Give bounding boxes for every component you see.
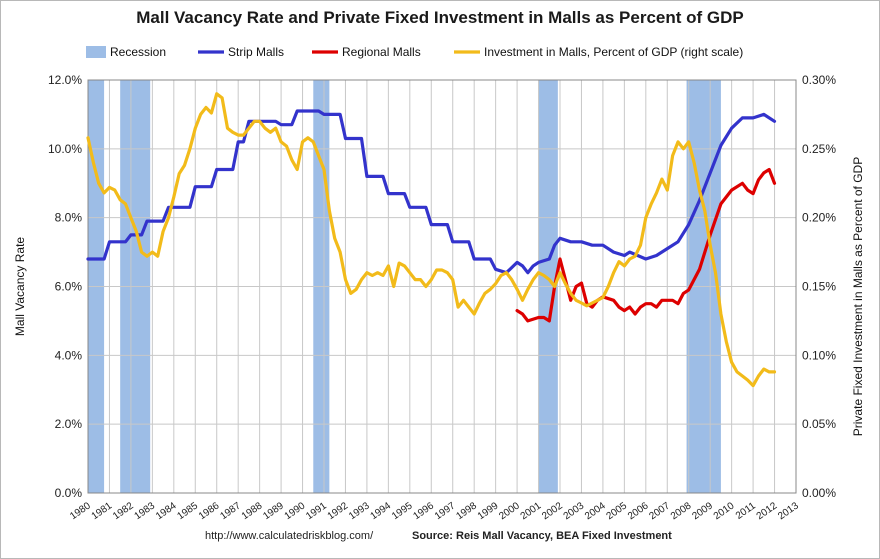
x-tick-label: 1993 <box>347 500 372 522</box>
footer-source: Source: Reis Mall Vacancy, BEA Fixed Inv… <box>412 530 672 542</box>
x-tick-label: 2011 <box>734 500 758 522</box>
y-left-tick-label: 8.0% <box>55 211 83 225</box>
y-left-tick-label: 12.0% <box>48 73 82 87</box>
y-right-axis-title: Private Fixed Investment in Malls as Per… <box>851 157 865 436</box>
y-left-tick-label: 10.0% <box>48 142 82 156</box>
legend-label: Strip Malls <box>228 45 284 59</box>
series-regional-malls <box>515 167 777 323</box>
x-tick-label: 1999 <box>476 500 501 522</box>
y-left-tick-label: 0.0% <box>55 486 83 500</box>
legend-swatch-recession <box>86 46 106 58</box>
plot-border <box>87 79 797 494</box>
y-right-tick-label: 0.00% <box>802 486 836 500</box>
y-right-tick-label: 0.25% <box>802 142 836 156</box>
series-strip-malls <box>86 109 777 275</box>
x-tick-label: 1985 <box>175 500 200 522</box>
gridlines <box>87 79 797 494</box>
x-tick-label: 1983 <box>133 500 158 522</box>
x-tick-label: 2006 <box>626 500 651 522</box>
x-tick-label: 1984 <box>154 500 179 522</box>
x-tick-label: 1981 <box>90 500 115 522</box>
x-tick-label: 2005 <box>605 500 630 522</box>
y-left-tick-label: 2.0% <box>55 417 83 431</box>
x-tick-label: 1994 <box>369 500 394 522</box>
footer-url[interactable]: http://www.calculatedriskblog.com/ <box>205 530 374 542</box>
x-tick-label: 1987 <box>218 500 243 522</box>
x-tick-label: 1996 <box>411 500 436 522</box>
x-tick-label: 1995 <box>390 500 415 522</box>
x-tick-label: 1992 <box>326 500 351 522</box>
x-tick-label: 2000 <box>497 500 522 522</box>
series-investment-in-malls-percent-of-gdp-right-scale <box>86 92 777 388</box>
y-right-tick-label: 0.30% <box>802 73 836 87</box>
y-left-tick-label: 6.0% <box>55 280 83 294</box>
x-tick-label: 2007 <box>647 500 672 522</box>
x-tick-label: 1986 <box>197 500 222 522</box>
x-tick-label: 2009 <box>690 500 715 522</box>
x-tick-label: 1980 <box>68 500 93 522</box>
legend-label: Investment in Malls, Percent of GDP (rig… <box>484 45 743 59</box>
y-right-tick-label: 0.05% <box>802 417 836 431</box>
x-tick-label: 1997 <box>433 500 458 522</box>
y-left-tick-label: 4.0% <box>55 348 83 362</box>
y-left-axis-title: Mall Vacancy Rate <box>13 237 27 336</box>
x-tick-label: 2012 <box>755 500 780 522</box>
x-tick-label: 1998 <box>454 500 479 522</box>
legend-label: Recession <box>110 45 166 59</box>
x-tick-label: 2003 <box>562 500 587 522</box>
chart-title: Mall Vacancy Rate and Private Fixed Inve… <box>136 8 744 27</box>
series-lines <box>86 92 777 388</box>
x-tick-label: 2004 <box>583 500 608 522</box>
legend: Recession Strip Malls Regional Malls Invest… <box>86 45 743 59</box>
x-tick-label: 1991 <box>304 500 329 522</box>
x-tick-label: 1982 <box>111 500 136 522</box>
y-right-tick-label: 0.20% <box>802 211 836 225</box>
y-right-tick-label: 0.15% <box>802 280 836 294</box>
legend-label: Regional Malls <box>342 45 421 59</box>
x-tick-label: 2008 <box>669 500 694 522</box>
y-right-tick-label: 0.10% <box>802 348 836 362</box>
x-tick-label: 2002 <box>540 500 565 522</box>
x-tick-label: 1989 <box>261 500 286 522</box>
x-tick-label: 2010 <box>712 500 737 522</box>
x-tick-label: 2013 <box>776 500 801 522</box>
x-tick-label: 2001 <box>519 500 544 522</box>
x-tick-label: 1990 <box>283 500 308 522</box>
x-tick-label: 1988 <box>240 500 265 522</box>
